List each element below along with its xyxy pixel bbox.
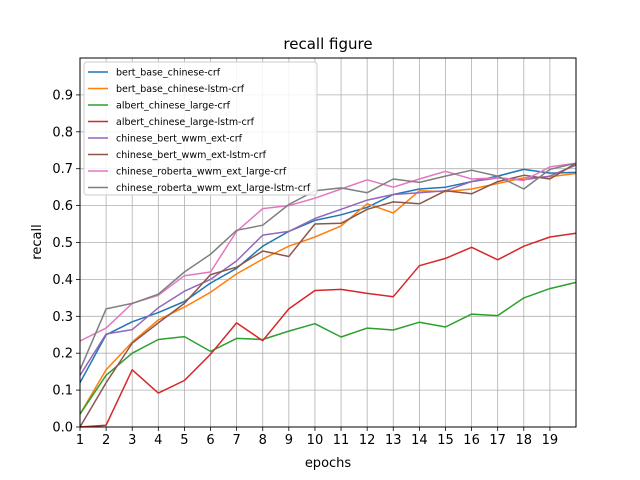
- series-line-chinese_bert_wwm_ext-lstm-crf: [79, 162, 577, 428]
- y-axis-label: recall: [30, 224, 45, 259]
- x-tick-label: 9: [285, 433, 293, 448]
- y-tick-label: 0.1: [52, 384, 73, 399]
- y-tick-label: 0.5: [52, 236, 73, 251]
- legend-label: albert_chinese_large-crf: [116, 101, 231, 112]
- x-axis-ticks: 1 2 3 4 5 6 7 8 9 10 11 12 13 14 15 16 17 18 19: [76, 427, 558, 448]
- x-tick-label: 19: [542, 433, 559, 448]
- x-axis-label: epochs: [305, 456, 352, 471]
- legend-label: bert_base_chinese-lstm-crf: [116, 84, 245, 95]
- y-tick-label: 0.3: [52, 310, 73, 325]
- legend-label: chinese_bert_wwm_ext-lstm-crf: [116, 150, 267, 161]
- series-line-chinese_roberta_wwm_ext_large-lstm-crf: [79, 162, 577, 371]
- x-tick-label: 6: [206, 433, 214, 448]
- legend-label: chinese_roberta_wwm_ext_large-lstm-crf: [116, 183, 311, 194]
- x-tick-label: 14: [411, 433, 428, 448]
- legend: bert_base_chinese-crf bert_base_chinese-l…: [83, 61, 318, 196]
- x-tick-label: 5: [180, 433, 188, 448]
- x-tick-label: 16: [463, 433, 480, 448]
- series-line-albert_chinese_large-crf: [79, 281, 577, 415]
- y-tick-label: 0.9: [52, 88, 73, 103]
- x-tick-label: 18: [516, 433, 533, 448]
- series-line-bert_base_chinese-crf: [79, 168, 577, 384]
- y-tick-label: 0.2: [52, 347, 73, 362]
- legend-label: chinese_roberta_wwm_ext_large-crf: [116, 167, 287, 178]
- x-tick-label: 10: [307, 433, 324, 448]
- legend-label: albert_chinese_large-lstm-crf: [116, 117, 255, 128]
- y-tick-label: 0.6: [52, 199, 73, 214]
- series-line-chinese_roberta_wwm_ext_large-crf: [79, 162, 577, 342]
- series-lines: [79, 162, 577, 428]
- legend-label: chinese_bert_wwm_ext-crf: [116, 134, 243, 145]
- x-tick-label: 15: [437, 433, 454, 448]
- x-tick-label: 12: [359, 433, 376, 448]
- series-line-albert_chinese_large-lstm-crf: [79, 232, 577, 428]
- x-tick-label: 4: [154, 433, 162, 448]
- x-tick-label: 3: [128, 433, 136, 448]
- y-tick-label: 0.8: [52, 125, 73, 140]
- x-tick-label: 8: [259, 433, 267, 448]
- x-tick-label: 11: [333, 433, 350, 448]
- y-axis-ticks: 0.0 0.1 0.2 0.3 0.4 0.5 0.6 0.7 0.8 0.9: [52, 88, 80, 436]
- legend-label: bert_base_chinese-crf: [116, 68, 221, 79]
- chart-title: recall figure: [283, 35, 372, 53]
- x-tick-label: 17: [489, 433, 506, 448]
- y-tick-label: 0.0: [52, 421, 73, 436]
- y-tick-label: 0.4: [52, 273, 73, 288]
- x-tick-label: 13: [385, 433, 402, 448]
- x-tick-label: 1: [76, 433, 84, 448]
- legend-box: [83, 61, 318, 196]
- y-tick-label: 0.7: [52, 162, 73, 177]
- x-tick-label: 2: [102, 433, 110, 448]
- x-tick-label: 7: [232, 433, 240, 448]
